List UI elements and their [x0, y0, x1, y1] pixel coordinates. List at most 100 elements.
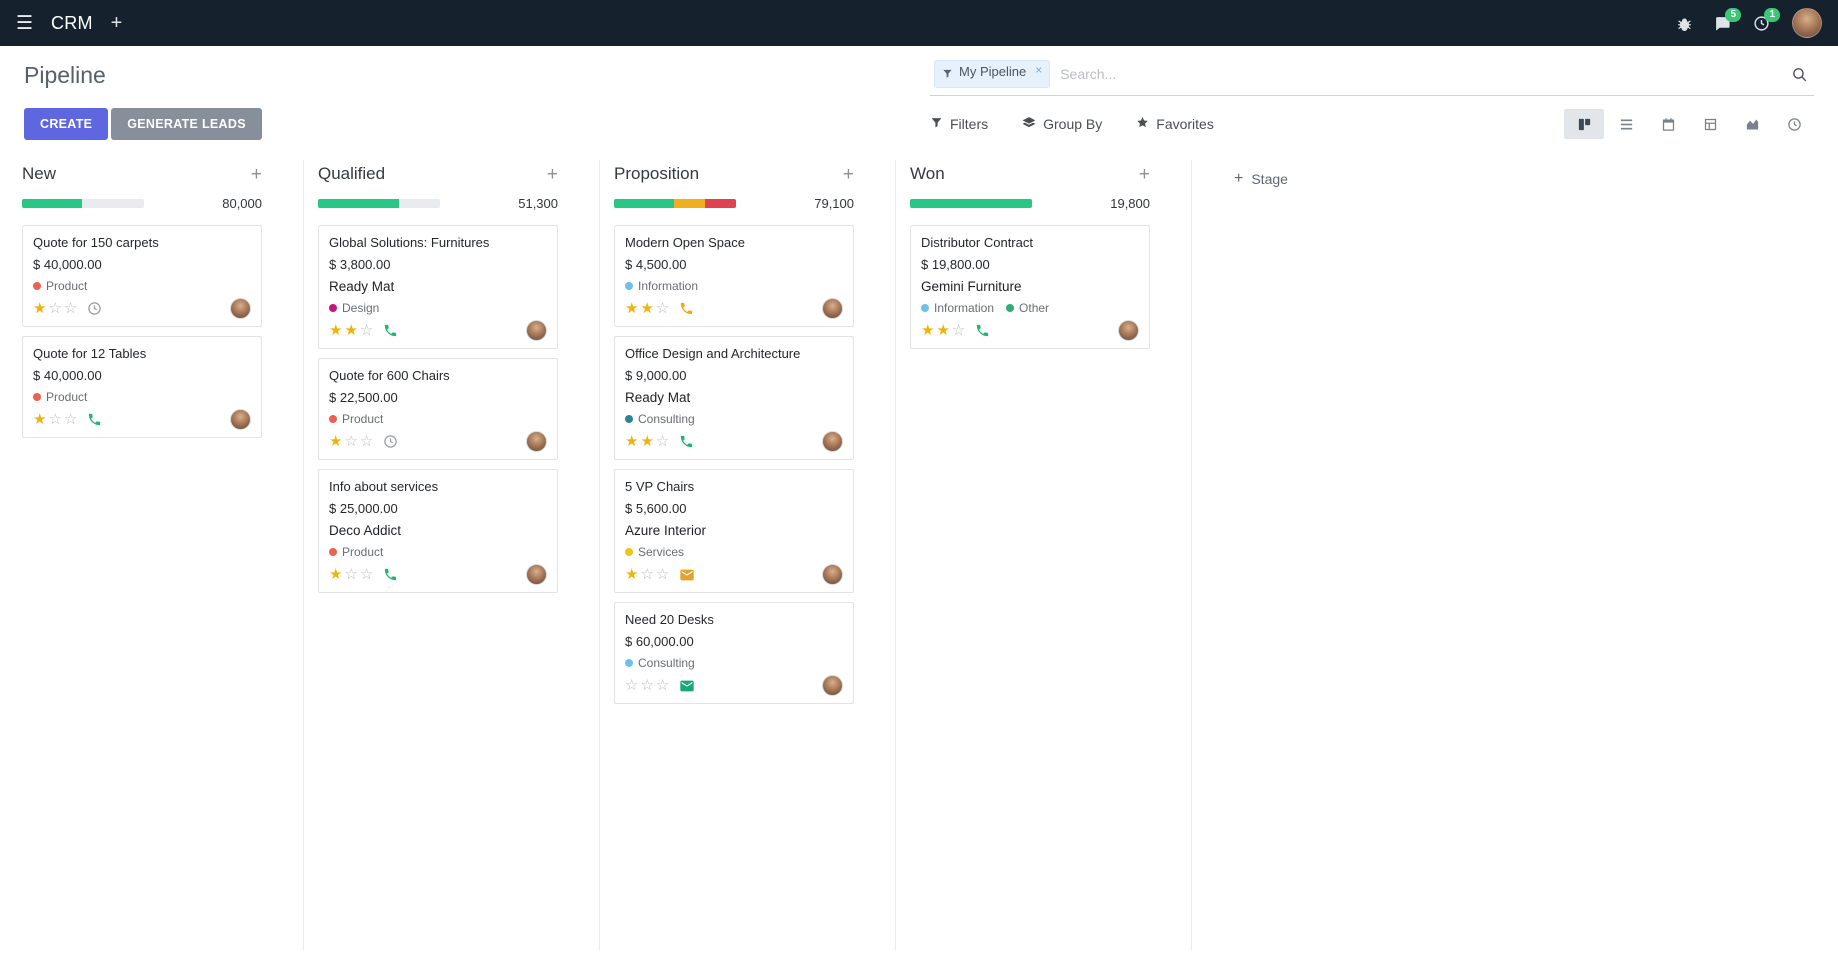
column-quick-add-button[interactable]: + [1138, 163, 1150, 185]
filters-button[interactable]: Filters [930, 116, 988, 133]
star-icon[interactable]: ★ [344, 321, 358, 339]
star-icon[interactable]: ☆ [48, 299, 62, 317]
star-icon[interactable]: ★ [625, 299, 639, 317]
priority-stars[interactable]: ★ ☆ ☆ [625, 566, 669, 584]
star-icon[interactable]: ☆ [625, 676, 639, 694]
view-list-button[interactable] [1606, 109, 1646, 139]
kanban-card-quote-for-150-carpets[interactable]: Quote for 150 carpets $ 40,000.00 Product ★… [22, 225, 262, 327]
activity-phone-icon[interactable] [679, 301, 694, 316]
priority-stars[interactable]: ★ ★ ☆ [625, 300, 669, 318]
priority-stars[interactable]: ★ ★ ☆ [625, 433, 669, 451]
star-icon[interactable]: ★ [33, 299, 47, 317]
star-icon[interactable]: ★ [640, 432, 654, 450]
user-avatar[interactable] [1792, 8, 1822, 38]
search-icon[interactable] [1791, 66, 1808, 83]
app-name[interactable]: CRM [51, 12, 93, 33]
debug-bug-icon[interactable] [1677, 16, 1692, 31]
star-icon[interactable]: ☆ [640, 565, 654, 583]
star-icon[interactable]: ☆ [359, 321, 374, 339]
avatar[interactable] [822, 431, 843, 452]
priority-stars[interactable]: ★ ☆ ☆ [33, 300, 77, 318]
avatar[interactable] [230, 409, 251, 430]
column-progressbar[interactable] [910, 199, 1032, 208]
kanban-card-5-vp-chairs[interactable]: 5 VP Chairs $ 5,600.00 Azure Interior Servi… [614, 469, 854, 593]
priority-stars[interactable]: ★ ☆ ☆ [33, 411, 77, 429]
activity-envelope-icon[interactable] [679, 678, 695, 694]
generate-leads-button[interactable]: GENERATE LEADS [111, 108, 262, 140]
activity-phone-icon[interactable] [975, 323, 990, 338]
avatar[interactable] [822, 298, 843, 319]
star-icon[interactable]: ☆ [655, 565, 670, 583]
priority-stars[interactable]: ★ ★ ☆ [329, 322, 373, 340]
star-icon[interactable]: ★ [329, 432, 343, 450]
priority-stars[interactable]: ★ ☆ ☆ [329, 566, 373, 584]
star-icon[interactable]: ☆ [63, 410, 78, 428]
star-icon[interactable]: ☆ [48, 410, 62, 428]
activity-phone-icon[interactable] [383, 567, 398, 582]
column-progressbar[interactable] [614, 199, 736, 208]
star-icon[interactable]: ☆ [63, 299, 78, 317]
avatar[interactable] [1118, 320, 1139, 341]
star-icon[interactable]: ☆ [359, 565, 374, 583]
kanban-card-global-solutions-furnitures[interactable]: Global Solutions: Furnitures $ 3,800.00 Re… [318, 225, 558, 349]
activity-clock-icon[interactable] [87, 301, 102, 316]
star-icon[interactable]: ☆ [655, 299, 670, 317]
kanban-card-modern-open-space[interactable]: Modern Open Space $ 4,500.00 Information ★ ★… [614, 225, 854, 327]
column-progressbar[interactable] [318, 199, 440, 208]
avatar[interactable] [526, 431, 547, 452]
search-input[interactable] [1060, 66, 1781, 82]
star-icon[interactable]: ★ [625, 432, 639, 450]
create-button[interactable]: CREATE [24, 108, 109, 140]
activity-phone-icon[interactable] [87, 412, 102, 427]
add-stage-button[interactable]: + Stage [1234, 168, 1288, 190]
priority-stars[interactable]: ☆ ☆ ☆ [625, 677, 669, 695]
star-icon[interactable]: ★ [640, 299, 654, 317]
kanban-card-info-about-services[interactable]: Info about services $ 25,000.00 Deco Addic… [318, 469, 558, 593]
view-kanban-button[interactable] [1564, 109, 1604, 139]
kanban-card-quote-for-12-tables[interactable]: Quote for 12 Tables $ 40,000.00 Product ★ ☆ ☆ [22, 336, 262, 438]
new-window-plus-icon[interactable]: + [110, 11, 123, 34]
star-icon[interactable]: ★ [625, 565, 639, 583]
view-pivot-button[interactable] [1690, 109, 1730, 139]
priority-stars[interactable]: ★ ★ ☆ [921, 322, 965, 340]
remove-facet-icon[interactable]: × [1035, 63, 1043, 77]
avatar[interactable] [822, 564, 843, 585]
view-graph-button[interactable] [1732, 109, 1772, 139]
activities-clock-icon[interactable]: 1 [1753, 7, 1780, 32]
view-calendar-button[interactable] [1648, 109, 1688, 139]
column-quick-add-button[interactable]: + [546, 163, 558, 185]
column-progressbar[interactable] [22, 199, 144, 208]
star-icon[interactable]: ☆ [655, 676, 670, 694]
activity-clock-icon[interactable] [383, 434, 398, 449]
favorites-button[interactable]: Favorites [1136, 116, 1214, 133]
star-icon[interactable]: ★ [921, 321, 935, 339]
star-icon[interactable]: ★ [329, 565, 343, 583]
column-quick-add-button[interactable]: + [842, 163, 854, 185]
star-icon[interactable]: ☆ [344, 565, 358, 583]
star-icon[interactable]: ☆ [344, 432, 358, 450]
kanban-card-office-design-and-architecture[interactable]: Office Design and Architecture $ 9,000.00… [614, 336, 854, 460]
activity-phone-icon[interactable] [383, 323, 398, 338]
star-icon[interactable]: ★ [33, 410, 47, 428]
search-facet-my-pipeline[interactable]: My Pipeline × [934, 60, 1051, 88]
star-icon[interactable]: ★ [329, 321, 343, 339]
view-activity-button[interactable] [1774, 109, 1814, 139]
star-icon[interactable]: ★ [936, 321, 950, 339]
hamburger-menu-icon[interactable]: ☰ [16, 12, 34, 34]
kanban-card-need-20-desks[interactable]: Need 20 Desks $ 60,000.00 Consulting ☆ ☆ ☆ [614, 602, 854, 704]
group-by-button[interactable]: Group By [1022, 116, 1102, 133]
avatar[interactable] [526, 320, 547, 341]
kanban-card-distributor-contract[interactable]: Distributor Contract $ 19,800.00 Gemini Fu… [910, 225, 1150, 349]
activity-phone-icon[interactable] [679, 434, 694, 449]
messages-icon[interactable]: 5 [1714, 7, 1741, 32]
star-icon[interactable]: ☆ [359, 432, 374, 450]
activity-envelope-icon[interactable] [679, 567, 695, 583]
priority-stars[interactable]: ★ ☆ ☆ [329, 433, 373, 451]
column-quick-add-button[interactable]: + [250, 163, 262, 185]
avatar[interactable] [822, 675, 843, 696]
search-bar[interactable]: My Pipeline × [930, 56, 1814, 96]
avatar[interactable] [526, 564, 547, 585]
star-icon[interactable]: ☆ [640, 676, 654, 694]
star-icon[interactable]: ☆ [655, 432, 670, 450]
avatar[interactable] [230, 298, 251, 319]
